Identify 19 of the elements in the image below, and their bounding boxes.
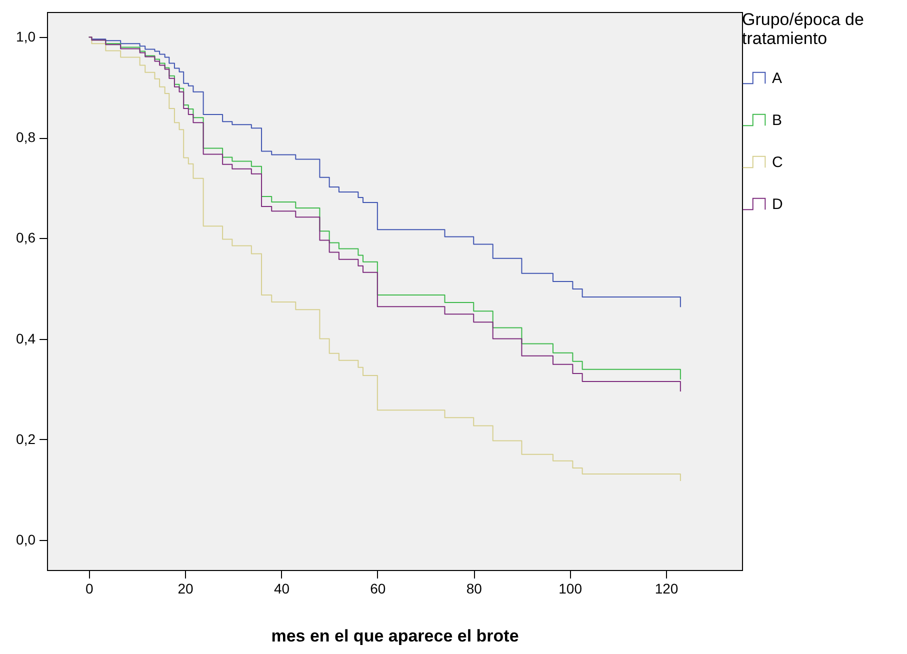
- y-tick-label: 0,8: [16, 129, 36, 146]
- x-tick-label: 120: [654, 580, 678, 596]
- y-tick-label: 1,0: [16, 28, 36, 45]
- y-tick-label: 0,4: [16, 330, 36, 346]
- legend-label: D: [772, 196, 783, 213]
- legend-label: C: [772, 154, 783, 171]
- y-tick-label: 0,0: [16, 531, 36, 548]
- legend-title: Grupo/época de tratamiento: [742, 10, 864, 48]
- x-tick-label: 60: [370, 580, 386, 596]
- y-tick-label: 0,2: [16, 430, 36, 447]
- y-tick-label: 0,6: [16, 230, 36, 246]
- x-tick-label: 0: [85, 580, 94, 596]
- x-tick-label: 40: [274, 580, 290, 596]
- legend-label: B: [772, 112, 782, 129]
- x-tick-label: 20: [178, 580, 194, 596]
- x-tick-label: 100: [558, 580, 582, 596]
- x-axis-title: mes en el que aparece el brote: [271, 626, 519, 646]
- legend-label: A: [772, 70, 782, 87]
- x-tick-label: 80: [466, 580, 482, 596]
